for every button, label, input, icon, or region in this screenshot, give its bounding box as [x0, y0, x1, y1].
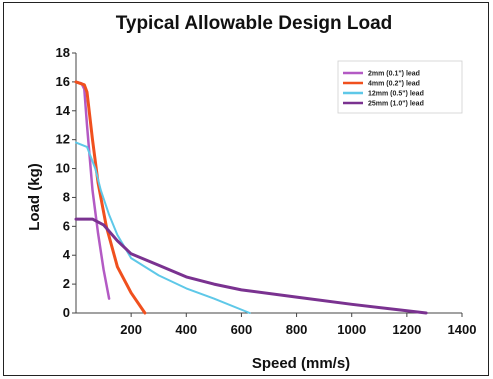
x-tick-label: 200: [120, 322, 142, 337]
chart-title: Typical Allowable Design Load: [116, 13, 393, 34]
x-axis-title: Speed (mm/s): [252, 355, 350, 372]
legend-label-2: 4mm (0.2") lead: [368, 81, 420, 88]
y-tick-label: 10: [56, 161, 70, 176]
x-tick-label: 400: [175, 322, 197, 337]
chart-frame: [3, 2, 489, 376]
series-layer: [74, 80, 428, 315]
axes: 0 2 4 6 8 10 12 14 16 18 200 400 600 800 1000 1200 1400: [56, 45, 477, 337]
series-line-4: [74, 217, 428, 315]
legend-label-1: 2mm (0.1") lead: [368, 71, 420, 78]
x-tick-label: 600: [231, 322, 253, 337]
y-tick-label: 8: [63, 189, 70, 204]
y-tick-label: 4: [63, 247, 71, 262]
y-tick-label: 2: [63, 276, 70, 291]
y-tick-label: 18: [56, 45, 70, 60]
y-tick-label: 6: [63, 218, 70, 233]
y-tick-label: 12: [56, 132, 70, 147]
y-tick-label: 14: [56, 103, 71, 118]
x-tick-label: 800: [286, 322, 308, 337]
y-tick-label: 0: [63, 305, 70, 320]
legend-box: [337, 60, 463, 114]
legend: 2mm (0.1") lead 4mm (0.2") lead 12mm (0.5"…: [337, 60, 463, 114]
x-tick-label: 1200: [392, 322, 421, 337]
legend-label-4: 25mm (1.0") lead: [368, 101, 424, 108]
legend-label-3: 12mm (0.5") lead: [368, 91, 424, 98]
y-tick-label: 16: [56, 74, 70, 89]
y-axis-title: Load (kg): [26, 163, 43, 231]
x-tick-label: 1000: [337, 322, 366, 337]
x-tick-label: 1400: [448, 322, 477, 337]
series-line-3: [75, 141, 251, 314]
series-line-1: [74, 80, 111, 300]
